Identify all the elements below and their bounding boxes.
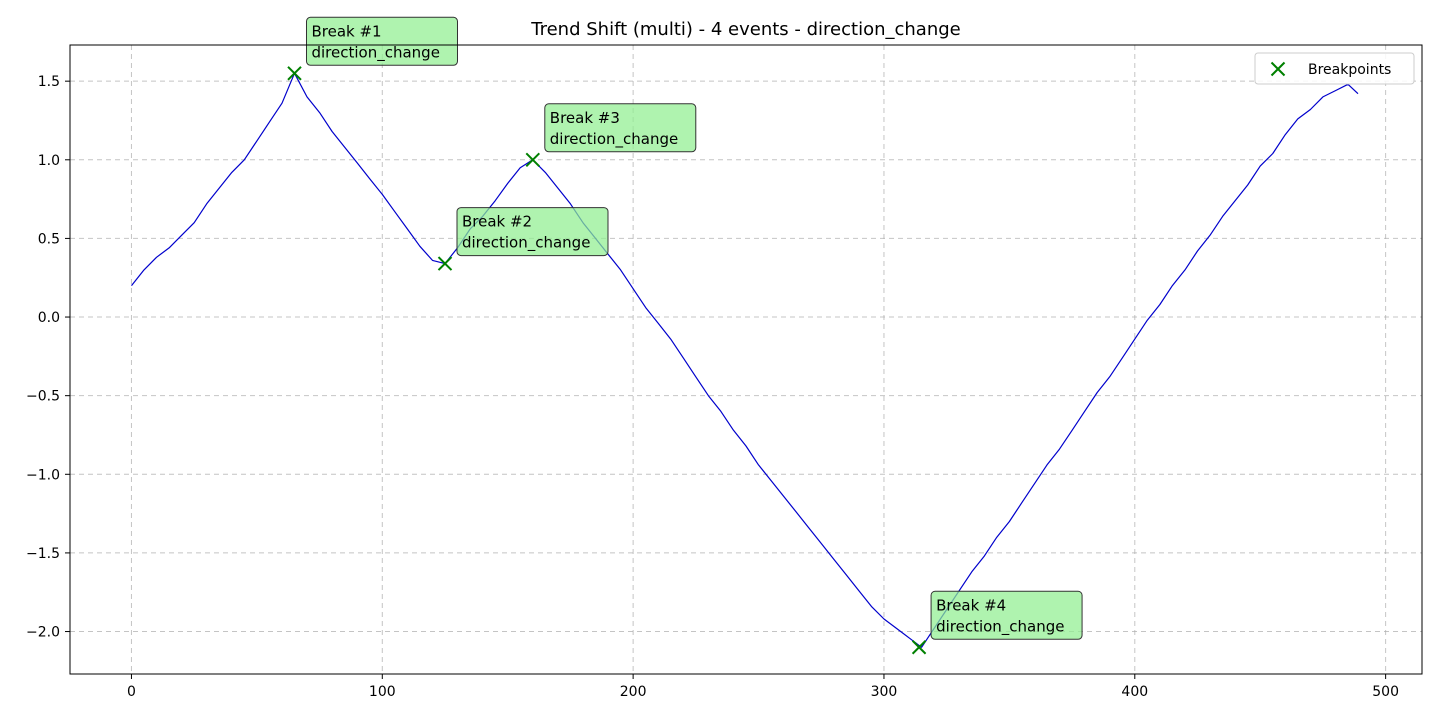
annotation-label: Break #3: [550, 109, 620, 127]
x-stroke: [437, 256, 453, 271]
y-tick-label: 0.0: [38, 310, 60, 326]
x-stroke: [1270, 61, 1286, 77]
annotation-box: [305, 16, 458, 66]
legend-marker-x-icon: [1270, 61, 1286, 77]
x-tick-label: 100: [369, 684, 396, 700]
x-stroke: [911, 640, 927, 655]
legend: Breakpoints: [1254, 52, 1415, 85]
y-tick-label: 0.5: [38, 231, 60, 247]
plot-frame: [69, 44, 1423, 675]
y-tick-label: −1.0: [26, 467, 60, 483]
x-tick-label: 400: [1121, 684, 1148, 700]
y-tick-label: −0.5: [26, 389, 60, 405]
annotation: Break #4 direction_change: [930, 590, 1083, 640]
annotation: Break #3 direction_change: [544, 103, 697, 153]
x-tick-label: 200: [620, 684, 647, 700]
chart-title: Trend Shift (multi) - 4 events - directi…: [530, 19, 961, 40]
annotation-type: direction_change: [311, 43, 439, 62]
annotation-label: Break #1: [311, 22, 381, 40]
annotation-type: direction_change: [550, 130, 678, 149]
y-tick-label: −2.0: [26, 625, 60, 641]
annotation-label: Break #4: [936, 596, 1006, 614]
annotation-type: direction_change: [462, 234, 590, 253]
x-tick-label: 300: [871, 684, 898, 700]
series-layer: [131, 72, 1359, 648]
y-tick-label: −1.5: [26, 546, 60, 562]
grid: [70, 45, 1422, 674]
x-tick-label: 500: [1372, 684, 1399, 700]
breakpoint-markers: [287, 66, 927, 655]
annotation: Break #1 direction_change: [305, 16, 458, 66]
breakpoint-marker: [287, 66, 302, 81]
breakpoint-marker: [525, 152, 540, 167]
legend-label: Breakpoints: [1308, 62, 1391, 78]
breakpoint-marker: [437, 256, 453, 271]
annotation: Break #2 direction_change: [456, 207, 609, 257]
breakpoint-marker: [911, 640, 927, 655]
y-tick-label: 1.5: [38, 74, 60, 90]
annotations: Break #1 direction_change Break #2 directio…: [305, 16, 1083, 640]
legend-x-icon: [1270, 61, 1286, 77]
x-stroke: [287, 66, 302, 81]
annotation-box: [930, 590, 1083, 640]
y-tick-label: 1.0: [38, 153, 60, 169]
annotation-box: [456, 207, 609, 257]
x-tick-label: 0: [127, 684, 136, 700]
series-line: [131, 72, 1359, 648]
x-stroke: [525, 152, 540, 167]
annotation-box: [544, 103, 697, 153]
axes: 0 100 200 300 400 500 1.5 1.0 0.5 0.0 −0.5 −1.0 −1.5…: [26, 74, 1399, 700]
annotation-label: Break #2: [462, 213, 532, 231]
legend-box: [1254, 52, 1415, 85]
annotation-type: direction_change: [936, 617, 1064, 636]
